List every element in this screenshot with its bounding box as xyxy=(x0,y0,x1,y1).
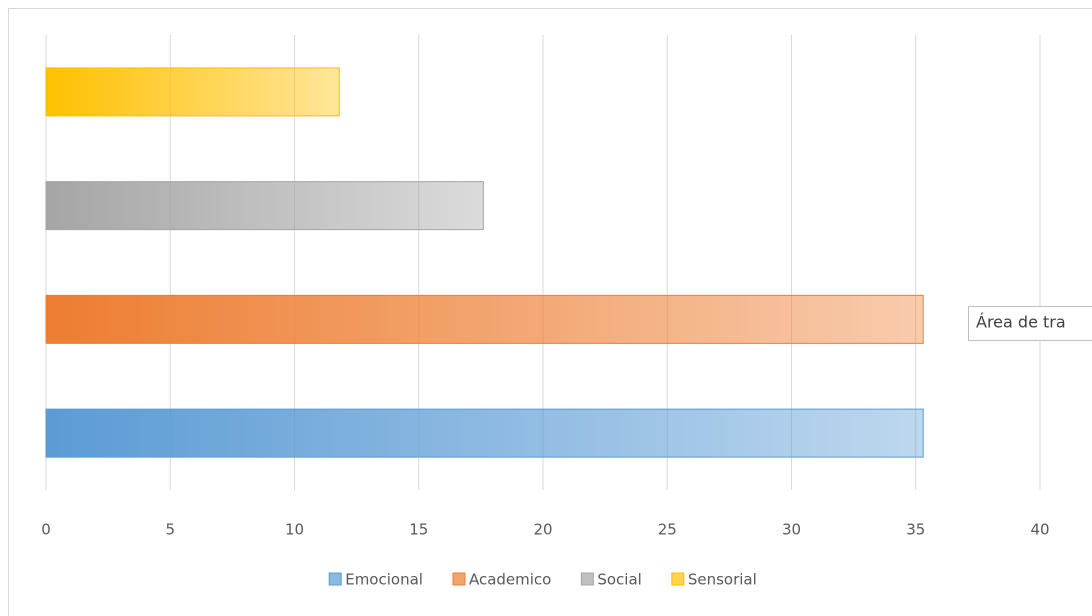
legend-swatch xyxy=(452,572,466,586)
tooltip-box xyxy=(968,306,1092,341)
x-tick-label: 10 xyxy=(285,521,304,539)
x-tick-label: 0 xyxy=(41,521,51,539)
legend-swatch xyxy=(328,572,342,586)
tooltip: Área de tra xyxy=(968,306,1092,341)
legend-label: Social xyxy=(597,571,641,589)
legend-label: Academico xyxy=(469,571,551,589)
x-tick-label: 35 xyxy=(906,521,925,539)
x-tick-label: 25 xyxy=(658,521,677,539)
x-tick-label: 20 xyxy=(533,521,552,539)
x-tick-label: 5 xyxy=(165,521,175,539)
tooltip-text: Área de tra xyxy=(976,313,1066,332)
legend-swatch xyxy=(671,572,685,586)
x-tick-label: 40 xyxy=(1030,521,1049,539)
x-tick-label: 15 xyxy=(409,521,428,539)
legend-swatch xyxy=(580,572,594,586)
legend-label: Emocional xyxy=(345,571,423,589)
bar xyxy=(45,294,924,344)
x-tick-label: 30 xyxy=(782,521,801,539)
legend: Emocional Academico Social Sensorial xyxy=(328,571,757,589)
bar xyxy=(45,67,340,117)
bar xyxy=(45,181,484,231)
legend-label: Sensorial xyxy=(688,571,757,589)
bar xyxy=(45,408,924,458)
